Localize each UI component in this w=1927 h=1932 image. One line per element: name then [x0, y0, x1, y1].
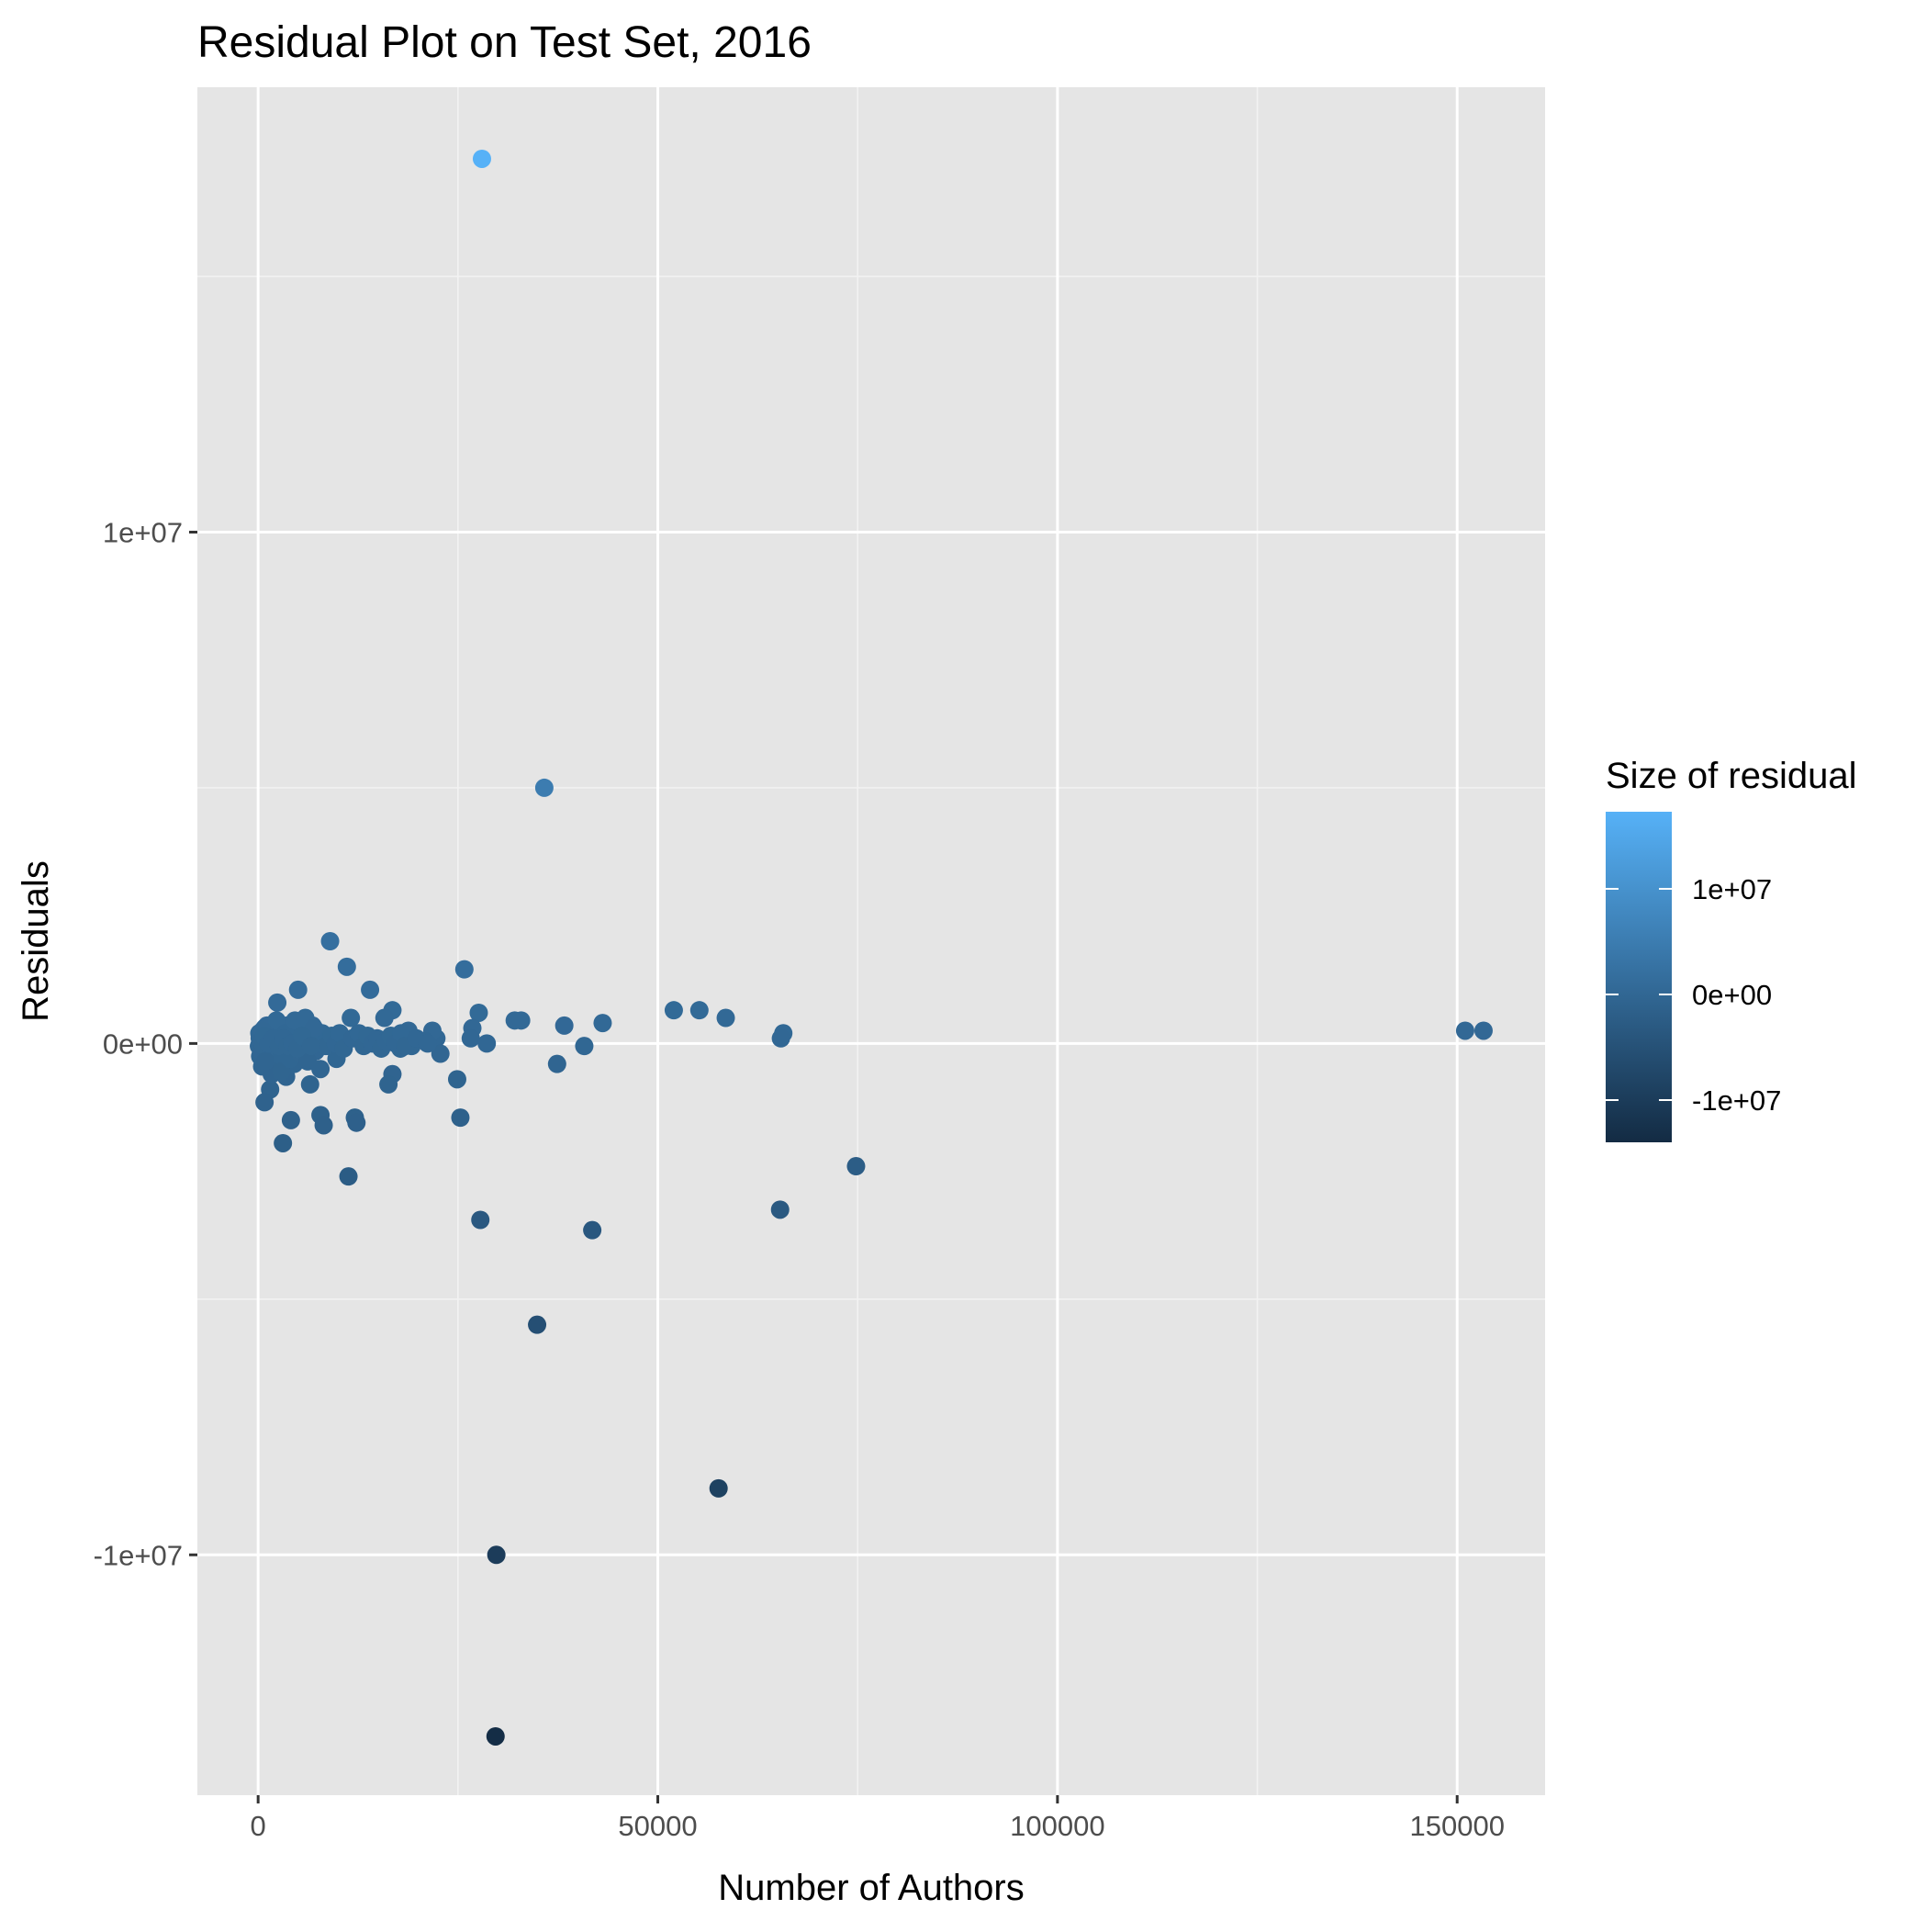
data-point [770, 1200, 790, 1219]
x-tick-label: 50000 [618, 1810, 697, 1842]
data-point [337, 957, 356, 976]
data-point [267, 1011, 286, 1030]
data-point [256, 1051, 275, 1071]
data-point [268, 993, 287, 1012]
data-point [301, 1037, 320, 1056]
y-tick-labels: -1e+07 0e+00 1e+07 [94, 516, 183, 1571]
data-point [477, 1034, 497, 1053]
data-point [472, 149, 491, 168]
y-tick-label: 0e+00 [103, 1028, 183, 1060]
y-tick-label: 1e+07 [103, 516, 183, 548]
data-point [689, 1001, 709, 1020]
data-point [375, 1008, 394, 1028]
axis-ticks [189, 530, 1459, 1803]
data-point [342, 1008, 361, 1028]
x-tick-label: 100000 [1010, 1810, 1104, 1842]
legend-labels: 1e+07 0e+00 -1e+07 [1692, 873, 1781, 1117]
data-point [486, 1726, 505, 1746]
data-point [583, 1220, 602, 1240]
data-point [339, 1167, 358, 1186]
x-tick-labels: 0 50000 100000 150000 [251, 1810, 1505, 1842]
data-point [593, 1014, 612, 1033]
data-point [451, 1108, 470, 1128]
y-axis-title: Residuals [16, 860, 56, 1022]
data-point [281, 1110, 300, 1129]
data-point [379, 1074, 398, 1094]
legend-label: 0e+00 [1692, 979, 1772, 1011]
x-tick-label: 0 [251, 1810, 266, 1842]
data-point [547, 1054, 566, 1073]
legend-title: Size of residual [1606, 756, 1856, 796]
data-point [1473, 1021, 1493, 1040]
data-point [361, 980, 380, 999]
data-point [272, 1062, 291, 1082]
colorbar [1606, 812, 1672, 1142]
minor-gridlines [197, 87, 1545, 1795]
data-point [418, 1034, 437, 1053]
data-point [288, 980, 308, 999]
data-point [314, 1116, 333, 1135]
legend-ticks [1606, 887, 1672, 1101]
data-point [469, 1003, 488, 1022]
data-point [534, 778, 554, 797]
y-tick-label: -1e+07 [94, 1539, 183, 1571]
data-points [250, 149, 1493, 1746]
data-point [431, 1044, 450, 1063]
legend-label: 1e+07 [1692, 873, 1772, 905]
data-point [555, 1016, 574, 1035]
x-tick-label: 150000 [1409, 1810, 1504, 1842]
data-point [255, 1093, 274, 1112]
data-point [461, 1028, 480, 1048]
data-point [771, 1028, 790, 1048]
data-point [347, 1113, 366, 1132]
legend-label: -1e+07 [1692, 1084, 1781, 1117]
data-point [300, 1074, 319, 1094]
data-point [447, 1070, 466, 1089]
data-point [454, 960, 474, 979]
legend: Size of residual 1e+07 0e+00 -1e+07 [1606, 756, 1856, 1142]
data-point [511, 1011, 531, 1030]
data-point [1455, 1021, 1474, 1040]
x-axis-title: Number of Authors [718, 1868, 1025, 1908]
data-point [716, 1008, 735, 1028]
data-point [320, 932, 340, 950]
chart-title: Residual Plot on Test Set, 2016 [197, 18, 812, 67]
data-point [846, 1157, 866, 1176]
data-point [274, 1133, 293, 1152]
data-point [298, 1051, 318, 1071]
data-point [709, 1478, 728, 1498]
data-point [471, 1210, 490, 1230]
data-point [575, 1037, 594, 1056]
plot-panel [197, 87, 1545, 1795]
data-point [664, 1001, 683, 1020]
data-point [528, 1315, 547, 1334]
data-point [487, 1545, 506, 1565]
